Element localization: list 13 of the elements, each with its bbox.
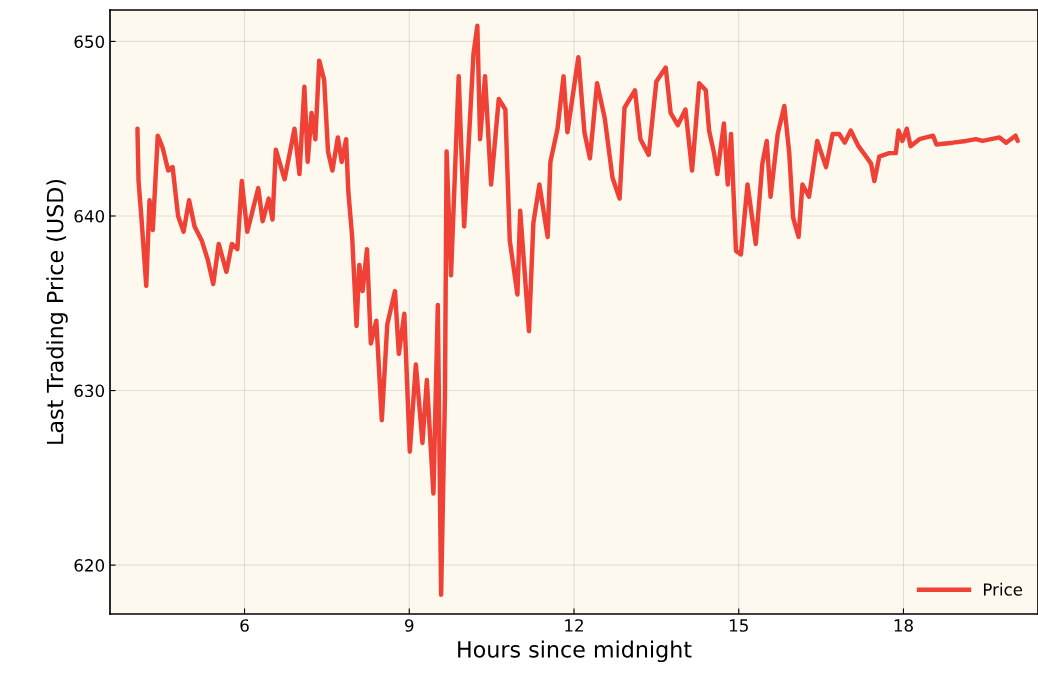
- x-tick-label: 6: [240, 619, 249, 632]
- x-tick-label: 12: [565, 619, 583, 632]
- line-series: [135, 23, 1020, 598]
- x-tick-label: 18: [894, 619, 913, 632]
- y-tick-label: 640: [74, 209, 105, 223]
- x-tick-label: 15: [729, 619, 748, 632]
- y-tick-label: 620: [74, 559, 105, 572]
- x-axis-title: Hours since midnight: [458, 640, 692, 663]
- x-tick-label: 9: [405, 619, 414, 632]
- y-axis-title: Last Trading Price (USD): [46, 179, 68, 444]
- y-tick-label: 630: [74, 384, 105, 398]
- legend-label: Price: [983, 582, 1023, 596]
- y-tick-label: 650: [74, 35, 105, 48]
